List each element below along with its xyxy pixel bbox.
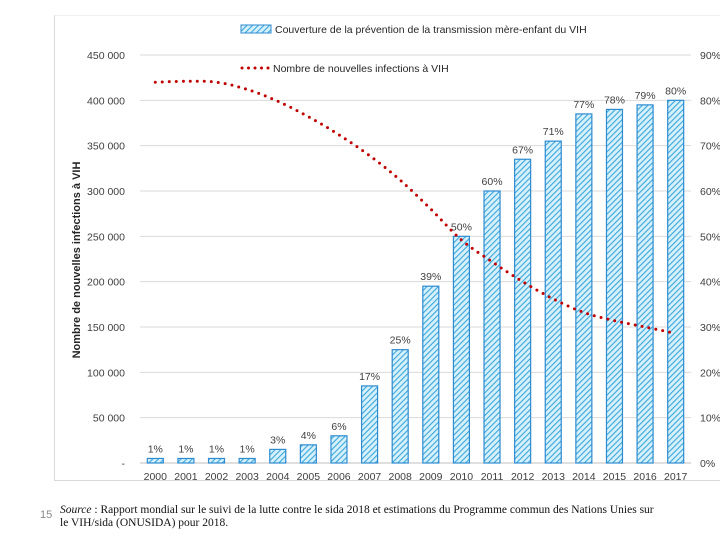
bar-data-label: 25% <box>390 335 411 347</box>
y-axis-title: Nombre de nouvelles infections à VIH <box>71 162 83 359</box>
x-tick-label: 2006 <box>327 471 351 483</box>
x-tick-label: 2005 <box>297 471 321 483</box>
bar <box>636 104 654 464</box>
y-tick-label: 150 000 <box>87 322 125 334</box>
infections-line <box>153 79 678 335</box>
x-tick-label: 2012 <box>511 471 535 483</box>
legend-line-label: Nombre de nouvelles infections à VIH <box>273 63 449 75</box>
y-tick-label: 450 000 <box>87 50 125 62</box>
x-tick-label: 2013 <box>542 471 566 483</box>
bar-data-labels: 1% 1% 1% 1% 3% 4% 6% 17% 25% 39% 50% 60% 67% 71% 77% 78… <box>148 85 686 455</box>
y2-tick-label: 80% <box>700 95 720 107</box>
bar-data-label: 6% <box>331 421 346 433</box>
legend-dot <box>266 66 270 70</box>
bar <box>391 349 409 464</box>
bar <box>452 235 471 464</box>
bar <box>360 385 379 464</box>
bar <box>605 108 624 464</box>
legend-bar-label: Couverture de la prévention de la transm… <box>275 24 587 36</box>
x-tick-label: 2009 <box>419 471 443 483</box>
x-tick-label: 2007 <box>358 471 382 483</box>
legend-bar-swatch <box>240 24 272 34</box>
bar-data-label: 71% <box>543 126 564 138</box>
x-tick-label: 2002 <box>205 471 229 483</box>
left-axis: - 50 000 100 000 150 000 200 000 250 000 300 0… <box>87 50 125 470</box>
y-tick-label: 350 000 <box>87 141 125 153</box>
x-tick-label: 2014 <box>572 471 596 483</box>
slide-number: 15 <box>40 509 53 521</box>
y2-tick-label: 40% <box>700 277 720 289</box>
legend-line-swatch <box>240 66 270 70</box>
x-tick-label: 2017 <box>664 471 688 483</box>
legend-dot <box>240 66 244 70</box>
bar-data-label: 4% <box>301 430 316 442</box>
bar-data-label: 3% <box>270 434 285 446</box>
caption-source-label: Source <box>60 504 92 516</box>
y-tick-label: - <box>122 458 126 470</box>
y2-tick-label: 20% <box>700 367 720 379</box>
x-tick-label: 2000 <box>144 471 168 483</box>
y-tick-label: 100 000 <box>87 367 125 379</box>
bar <box>514 158 532 464</box>
y2-tick-label: 90% <box>700 50 720 62</box>
bar-data-label: 1% <box>178 443 193 455</box>
y-tick-label: 200 000 <box>87 277 125 289</box>
chart-frame <box>54 15 720 481</box>
bar-data-label: 79% <box>635 90 656 102</box>
bar <box>422 285 440 464</box>
y-tick-label: 400 000 <box>87 95 125 107</box>
bar <box>544 140 562 464</box>
x-tick-label: 2016 <box>633 471 657 483</box>
bar <box>330 435 348 464</box>
bar <box>299 444 317 464</box>
legend-dot <box>253 66 257 70</box>
bar-data-label: 17% <box>359 371 380 383</box>
bar-data-label: 1% <box>148 443 163 455</box>
bar-data-label: 77% <box>573 99 594 111</box>
bar-data-label: 50% <box>451 221 472 233</box>
y2-tick-label: 70% <box>700 141 720 153</box>
bar <box>483 190 501 464</box>
bar-data-label: 1% <box>209 443 224 455</box>
x-tick-label: 2003 <box>235 471 259 483</box>
bar <box>146 457 164 464</box>
bar <box>207 457 226 464</box>
bar <box>575 113 593 464</box>
x-tick-label: 2011 <box>481 471 504 483</box>
y2-tick-label: 30% <box>700 322 720 334</box>
y-tick-label: 300 000 <box>87 186 125 198</box>
bar <box>238 457 256 464</box>
source-caption: Source : Rapport mondial sur le suivi de… <box>60 504 660 530</box>
y2-tick-label: 50% <box>700 231 720 243</box>
x-tick-label: 2010 <box>450 471 474 483</box>
bar-data-label: 39% <box>420 271 441 283</box>
y-tick-label: 250 000 <box>87 231 125 243</box>
y2-tick-label: 10% <box>700 413 720 425</box>
bar-data-label: 1% <box>240 443 255 455</box>
y2-tick-label: 0% <box>700 458 715 470</box>
y2-tick-label: 60% <box>700 186 720 198</box>
line-series <box>153 79 678 335</box>
bar <box>269 448 287 464</box>
bar-data-label: 60% <box>482 176 503 188</box>
chart: - 50 000 100 000 150 000 200 000 250 000 300 0… <box>71 24 720 483</box>
legend-dot <box>260 66 263 70</box>
bar-data-label: 78% <box>604 94 625 106</box>
legend-dot <box>247 66 250 70</box>
x-tick-label: 2015 <box>603 471 627 483</box>
caption-text: : Rapport mondial sur le suivi de la lut… <box>60 504 654 529</box>
x-tick-label: 2001 <box>174 471 198 483</box>
bar <box>667 99 685 464</box>
bar-series <box>146 99 685 464</box>
right-axis: 0% 10% 20% 30% 40% 50% 60% 70% 80% 90% <box>700 50 720 470</box>
bar-data-label: 67% <box>512 144 533 156</box>
bar-data-label: 80% <box>665 85 686 97</box>
legend: Couverture de la prévention de la transm… <box>240 24 587 75</box>
x-tick-label: 2004 <box>266 471 290 483</box>
x-tick-label: 2008 <box>389 471 413 483</box>
y-tick-label: 50 000 <box>93 413 125 425</box>
gridlines <box>140 54 691 464</box>
x-axis: 2000 2001 2002 2003 2004 2005 2006 2007 2008 2009… <box>144 471 688 483</box>
bar <box>177 457 195 464</box>
